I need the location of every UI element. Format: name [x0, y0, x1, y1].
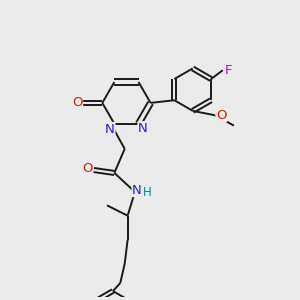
Text: O: O: [216, 109, 226, 122]
Text: H: H: [143, 186, 152, 199]
Text: N: N: [105, 123, 115, 136]
Text: O: O: [72, 96, 83, 110]
Text: N: N: [132, 184, 142, 196]
Text: F: F: [225, 64, 232, 77]
Text: N: N: [138, 122, 148, 135]
Text: O: O: [82, 162, 92, 175]
